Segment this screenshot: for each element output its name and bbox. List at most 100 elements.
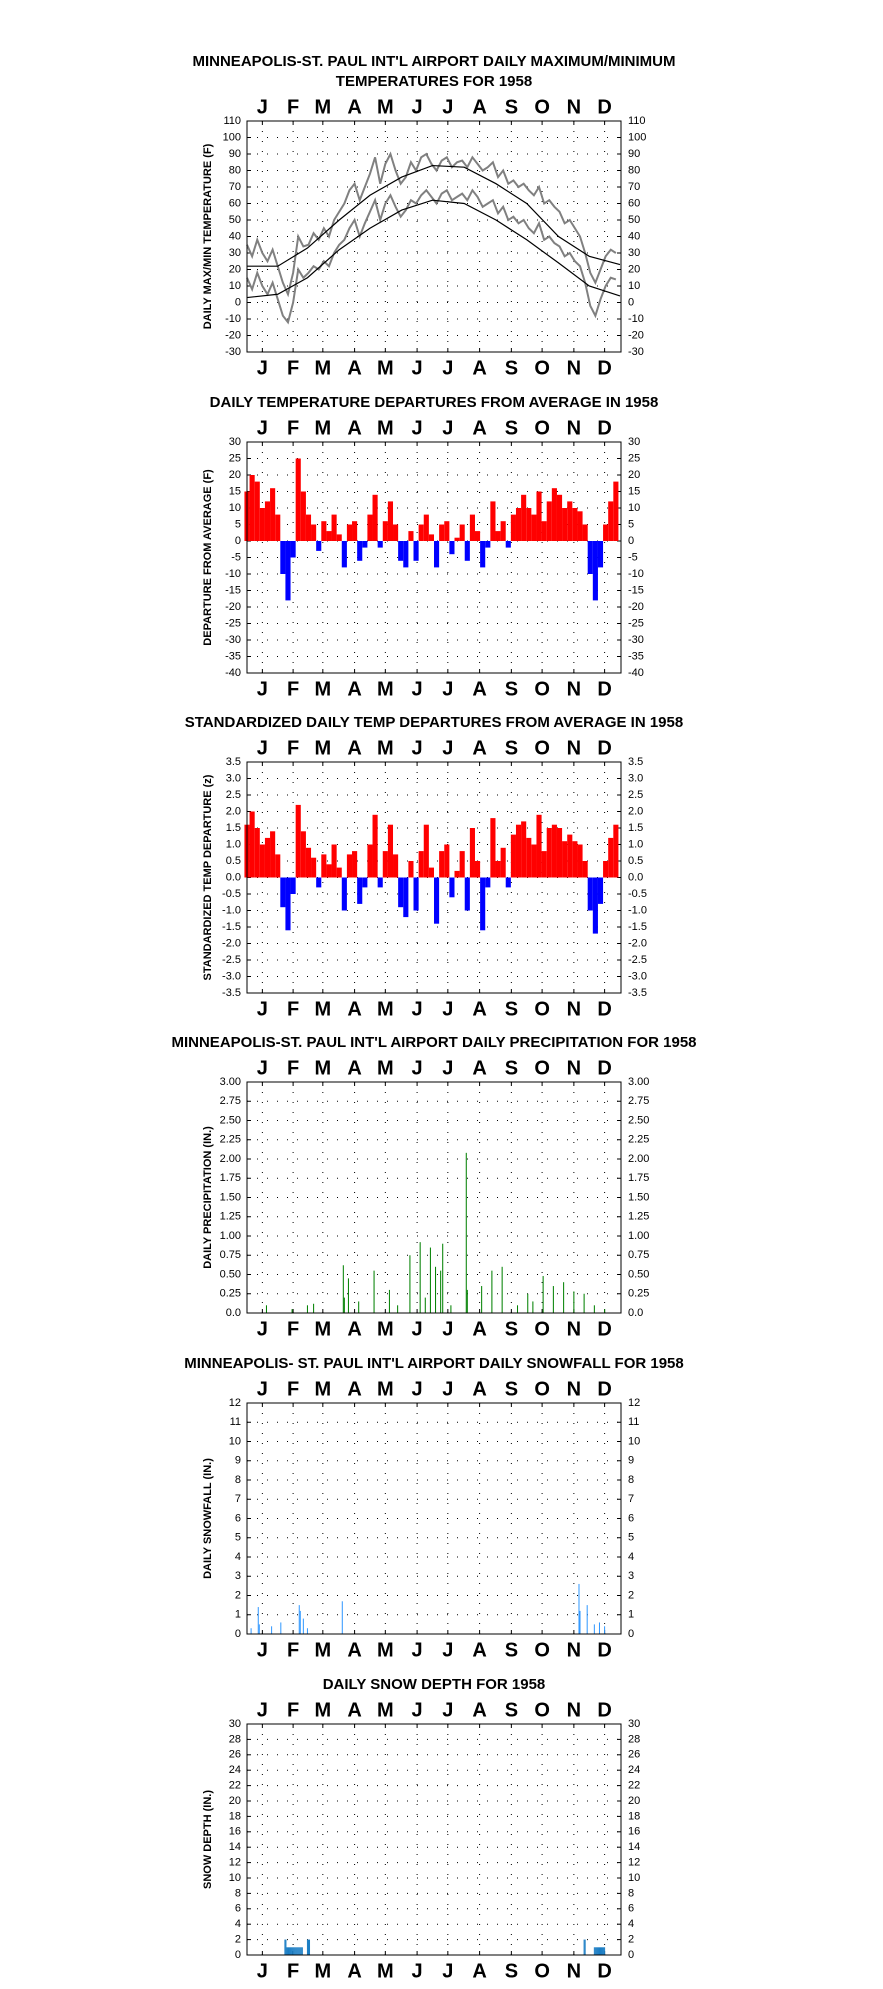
bar [291, 1947, 293, 1955]
bar [583, 1939, 585, 1955]
y-tick-label: 4 [235, 1551, 241, 1563]
x-tick-label: J [257, 1960, 268, 1982]
y-tick-label: 1 [235, 1609, 241, 1621]
y-tick-label-right: 2.50 [628, 1114, 649, 1126]
y-tick-label-right: -30 [628, 346, 644, 358]
y-tick-label-right: 60 [628, 197, 640, 209]
bar [572, 508, 578, 541]
x-tick-label-top: F [287, 1378, 299, 1400]
x-tick-label-top: J [442, 1699, 453, 1721]
y-tick-label: -0.5 [222, 888, 241, 900]
bar [573, 1291, 575, 1313]
y-tick-label: 11 [230, 1416, 241, 1428]
x-tick-label-top: J [257, 1378, 268, 1400]
x-tick-label-top: N [567, 1699, 581, 1721]
bar [613, 481, 619, 541]
bar [500, 521, 506, 541]
y-tick-label: -15 [225, 584, 241, 596]
bar [423, 514, 429, 541]
y-tick-label-right: 0 [628, 296, 634, 308]
y-tick-label-right: 1.00 [628, 1230, 649, 1242]
chart-title: MINNEAPOLIS- ST. PAUL INT'L AIRPORT DAIL… [184, 1355, 683, 1372]
bar [306, 1305, 308, 1313]
bar [284, 1939, 286, 1955]
y-tick-label-right: 4 [628, 1918, 634, 1930]
y-tick-label: 70 [229, 181, 241, 193]
bar [275, 854, 281, 878]
bar [526, 508, 532, 541]
y-tick-label: -2.0 [222, 937, 241, 949]
y-tick-label: -2.5 [222, 954, 241, 966]
y-tick-label: 2.75 [220, 1095, 241, 1107]
x-tick-label: J [257, 357, 268, 379]
bar [258, 1624, 260, 1634]
y-tick-label: 12 [229, 1397, 241, 1409]
bar [257, 1607, 259, 1634]
chart-panel: STANDARDIZED DAILY TEMP DEPARTURES FROM … [185, 714, 683, 1020]
bar [336, 534, 342, 541]
bar [515, 508, 522, 541]
x-tick-label-top: A [347, 1378, 361, 1400]
bar [495, 861, 501, 878]
bar [259, 844, 265, 878]
y-tick-label-right: 8 [628, 1887, 634, 1899]
bar [331, 514, 337, 541]
y-tick-label-right: 3.5 [628, 756, 643, 768]
bar [331, 844, 337, 878]
y-tick-label: 5 [235, 518, 241, 530]
bar [587, 541, 593, 574]
y-tick-label-right: 5 [628, 518, 634, 530]
bar [582, 861, 588, 878]
y-tick-label: 6 [235, 1512, 241, 1524]
plot-frame [246, 761, 622, 994]
y-tick-label: 2 [235, 1934, 241, 1946]
x-tick-label: J [412, 357, 423, 379]
y-tick-label-right: -10 [628, 313, 644, 325]
y-tick-label-right: 26 [628, 1749, 640, 1761]
bar [342, 1265, 344, 1313]
x-tick-label-top: A [472, 1699, 486, 1721]
bar [307, 1939, 309, 1955]
y-tick-label-right: 14 [628, 1841, 640, 1853]
bar [480, 877, 486, 931]
x-tick-label: A [472, 998, 486, 1020]
bar [603, 524, 609, 541]
x-tick-label: M [377, 1318, 394, 1340]
bar [341, 541, 347, 568]
y-tick-label-right: -15 [628, 584, 644, 596]
y-tick-label-right: 5 [628, 1532, 634, 1544]
x-tick-label-top: J [257, 1057, 268, 1079]
x-tick-label: S [505, 1639, 518, 1661]
x-tick-label: D [597, 678, 611, 700]
y-tick-label: -10 [225, 313, 241, 325]
bar [598, 1622, 600, 1634]
x-tick-label-top: D [597, 737, 611, 759]
bar [297, 1947, 299, 1955]
bar [450, 1305, 452, 1313]
bar [572, 841, 578, 878]
bar [358, 1301, 360, 1313]
x-tick-label: O [534, 1639, 550, 1661]
x-tick-label-top: O [534, 1057, 550, 1079]
bar [598, 1947, 600, 1955]
bar [413, 541, 419, 561]
y-tick-label: 0.75 [220, 1249, 241, 1261]
y-tick-label-right: 0.0 [628, 1307, 643, 1319]
x-tick-label-top: M [314, 737, 331, 759]
bar [586, 1605, 588, 1634]
data-line [246, 199, 621, 299]
bar [306, 1939, 308, 1955]
y-tick-label: 30 [229, 1718, 241, 1730]
bar [408, 531, 414, 541]
y-tick-label-right: 30 [628, 436, 640, 448]
bar [292, 1947, 294, 1955]
y-tick-label-right: -3.0 [628, 970, 647, 982]
y-tick-label-right: 2.5 [628, 789, 643, 801]
bar [577, 511, 583, 541]
bar [485, 541, 491, 548]
y-tick-label: 12 [229, 1857, 241, 1869]
bar [343, 1297, 345, 1313]
bar [295, 1947, 297, 1955]
x-tick-label: A [347, 1639, 361, 1661]
y-tick-label: -20 [225, 329, 241, 341]
